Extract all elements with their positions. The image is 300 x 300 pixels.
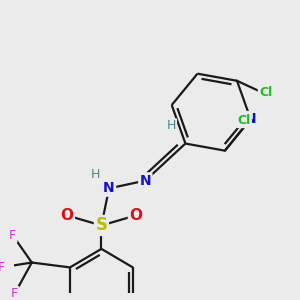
Text: H: H: [167, 119, 176, 133]
Text: N: N: [103, 182, 115, 195]
Text: H: H: [91, 168, 100, 181]
Text: O: O: [129, 208, 142, 223]
Text: N: N: [245, 112, 256, 126]
Text: S: S: [95, 217, 107, 235]
Text: F: F: [0, 261, 5, 274]
Text: Cl: Cl: [259, 86, 272, 99]
Text: F: F: [9, 229, 16, 242]
Text: O: O: [61, 208, 74, 223]
Text: F: F: [11, 287, 18, 300]
Text: N: N: [140, 174, 151, 188]
Text: Cl: Cl: [237, 114, 250, 127]
